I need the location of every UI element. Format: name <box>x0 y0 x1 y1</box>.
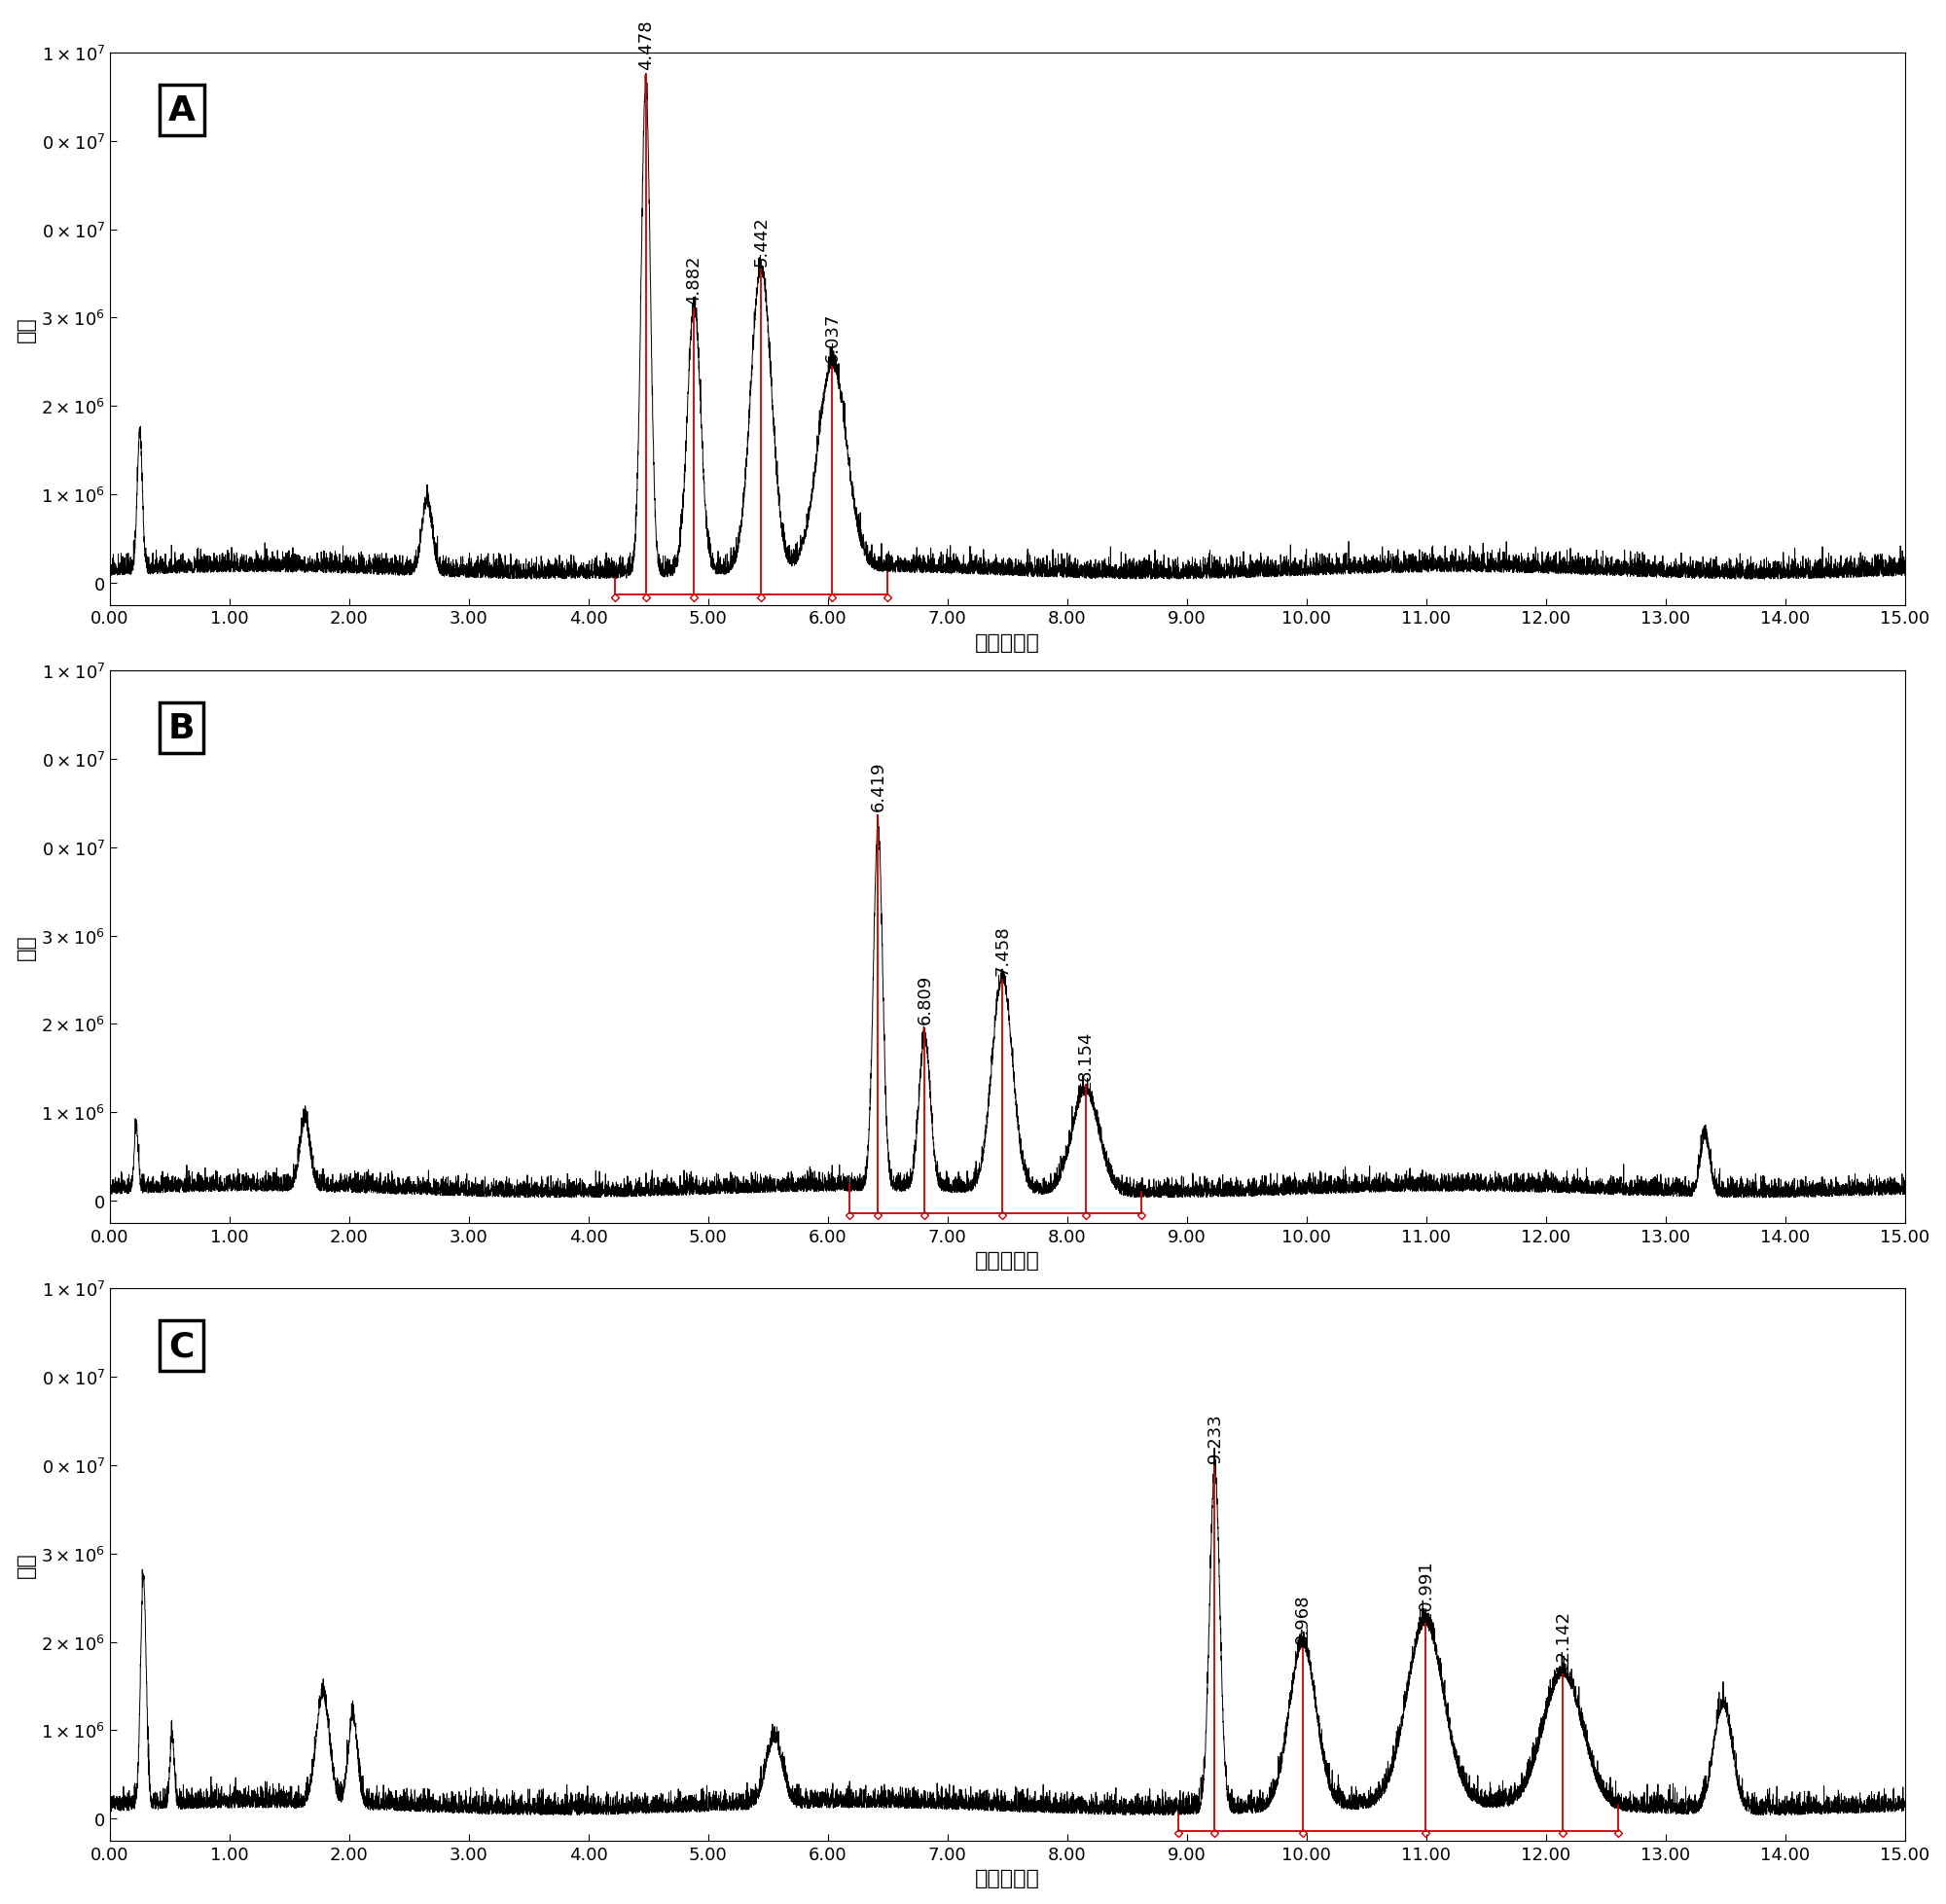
Text: C: C <box>169 1329 195 1363</box>
Text: 7.458: 7.458 <box>994 925 1012 975</box>
Y-axis label: 強度: 強度 <box>16 1552 35 1578</box>
Text: B: B <box>167 712 195 744</box>
X-axis label: 時間（分）: 時間（分） <box>975 1868 1039 1887</box>
Text: 9.233: 9.233 <box>1207 1413 1224 1462</box>
Text: 8.154: 8.154 <box>1076 1030 1094 1080</box>
Text: 9.968: 9.968 <box>1294 1594 1312 1643</box>
Text: 6.809: 6.809 <box>917 975 934 1024</box>
Y-axis label: 強度: 強度 <box>16 935 35 960</box>
Text: 5.442: 5.442 <box>753 215 771 267</box>
Text: 12.142: 12.142 <box>1555 1609 1572 1670</box>
Text: A: A <box>167 95 195 128</box>
Y-axis label: 強度: 強度 <box>16 316 35 343</box>
Text: 6.419: 6.419 <box>870 762 887 811</box>
Text: 10.991: 10.991 <box>1417 1559 1434 1620</box>
X-axis label: 時間（分）: 時間（分） <box>975 1251 1039 1270</box>
Text: 4.478: 4.478 <box>636 19 654 70</box>
Text: 6.037: 6.037 <box>823 312 841 362</box>
Text: 4.882: 4.882 <box>685 255 703 305</box>
X-axis label: 時間（分）: 時間（分） <box>975 632 1039 653</box>
